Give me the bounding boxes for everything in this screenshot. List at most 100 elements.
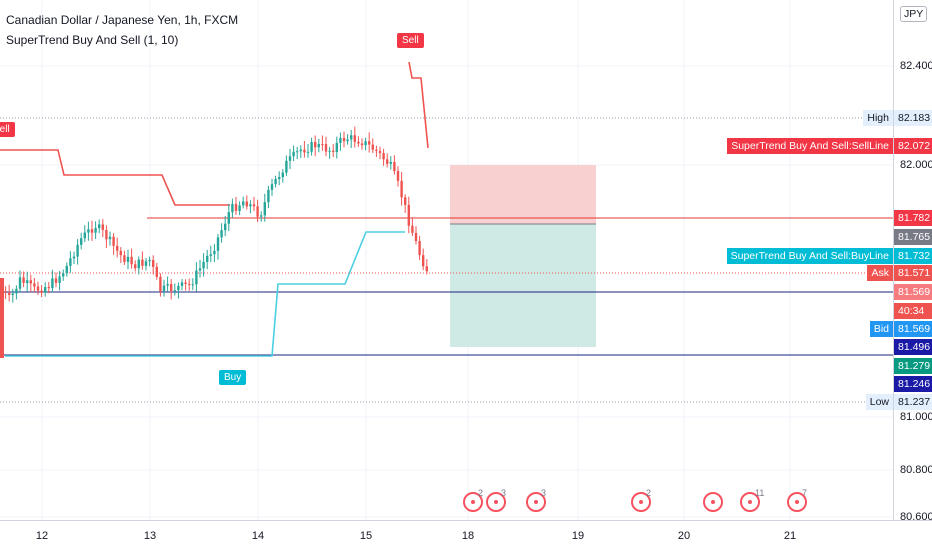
candle-body: [378, 151, 382, 154]
candle-body: [11, 293, 14, 295]
event-count: 3: [501, 488, 507, 498]
candle-body: [267, 189, 270, 203]
position-target-zone: [450, 224, 596, 347]
event-icon[interactable]: 2: [463, 488, 483, 512]
candle-body: [382, 153, 385, 160]
event-icon[interactable]: [703, 492, 723, 512]
event-dot-icon: [748, 500, 752, 504]
candle-body: [148, 260, 151, 262]
candle-body: [188, 283, 191, 285]
candle-body: [202, 261, 205, 269]
event-dot-icon: [471, 500, 475, 504]
candle-body: [198, 268, 202, 271]
candle-body: [342, 137, 346, 142]
price-tag-label: SuperTrend Buy And Sell:BuyLine: [726, 248, 893, 264]
candle-body: [209, 254, 212, 256]
candle-body: [242, 201, 245, 206]
candle-body: [206, 255, 209, 262]
candle-body: [407, 204, 410, 226]
candle-body: [130, 256, 133, 265]
candle-body: [44, 287, 47, 293]
candle-body: [144, 261, 148, 266]
candle-body: [87, 229, 90, 233]
candle-body: [134, 264, 137, 269]
event-dot-icon: [795, 500, 799, 504]
price-axis-label: 80.600: [900, 511, 932, 523]
event-icon[interactable]: 11: [740, 488, 764, 512]
sell-line-left: [0, 149, 230, 206]
candle-body: [216, 237, 220, 251]
price-tag-value: 40:34: [894, 303, 932, 319]
candle-body: [396, 171, 400, 181]
candle-body: [36, 286, 40, 291]
event-icon[interactable]: 7: [787, 488, 807, 512]
candle-body: [386, 159, 389, 164]
candle-body: [299, 149, 302, 152]
candle-body: [33, 283, 36, 287]
candle-body: [220, 230, 223, 238]
candle-body: [108, 236, 112, 240]
candle-body: [8, 293, 11, 295]
candle-body: [213, 250, 216, 255]
time-axis[interactable]: [0, 520, 932, 550]
candle-body: [119, 250, 122, 256]
price-tag-value: 81.732: [894, 248, 932, 264]
price-tag-label: High: [863, 110, 893, 126]
candle-body: [166, 284, 169, 286]
candle-body: [155, 266, 158, 277]
price-tag-value: 81.782: [894, 210, 932, 226]
candle-body: [72, 256, 76, 259]
price-tag-value: 81.765: [894, 229, 932, 245]
time-axis-label: 20: [677, 530, 691, 542]
candle-body: [94, 228, 97, 233]
event-dot-icon: [639, 500, 643, 504]
event-count: 2: [478, 488, 484, 498]
candle-body: [371, 144, 374, 150]
event-icon[interactable]: 3: [486, 488, 506, 512]
candle-body: [270, 184, 274, 190]
event-icon[interactable]: 2: [631, 488, 651, 512]
candle-body: [26, 280, 29, 284]
candle-body: [4, 291, 7, 294]
candle-body: [105, 229, 108, 240]
candle-body: [404, 197, 407, 205]
candle-body: [278, 177, 281, 179]
candle-body: [173, 290, 176, 292]
price-axis-label: 80.800: [900, 464, 932, 476]
candle-body: [62, 273, 65, 277]
time-axis-label: 12: [35, 530, 49, 542]
event-icon[interactable]: 3: [526, 488, 546, 512]
sell-line-right: [408, 61, 429, 149]
buy-line: [5, 231, 405, 357]
candle-body: [360, 143, 364, 146]
price-tag-value: 81.279: [894, 358, 932, 374]
price-axis-label: 82.000: [900, 159, 932, 171]
price-axis-label: 82.400: [900, 60, 932, 72]
buy-signal-label: Buy: [219, 370, 247, 385]
candle-body: [224, 223, 227, 231]
candle-body: [65, 265, 68, 274]
price-tag-value: 81.569: [894, 321, 932, 337]
candle-body: [422, 255, 425, 267]
candle-body: [317, 144, 320, 148]
candle-body: [184, 282, 187, 284]
candle-body: [177, 285, 180, 291]
candle-body: [170, 284, 173, 291]
event-dot-icon: [711, 500, 715, 504]
candle-body: [0, 278, 4, 358]
price-tag-value: 82.072: [894, 138, 932, 154]
currency-button[interactable]: JPY: [900, 6, 928, 22]
candle-body: [162, 285, 166, 292]
indicator-title[interactable]: SuperTrend Buy And Sell (1, 10): [6, 33, 179, 47]
symbol-title[interactable]: Canadian Dollar / Japanese Yen, 1h, FXCM: [6, 13, 239, 27]
candle-body: [357, 141, 360, 144]
candle-body: [29, 280, 32, 284]
candle-body: [116, 245, 119, 251]
candle-body: [249, 204, 252, 207]
candle-body: [126, 256, 130, 262]
candle-body: [288, 156, 292, 161]
candle-body: [346, 139, 349, 142]
candle-body: [260, 215, 263, 217]
